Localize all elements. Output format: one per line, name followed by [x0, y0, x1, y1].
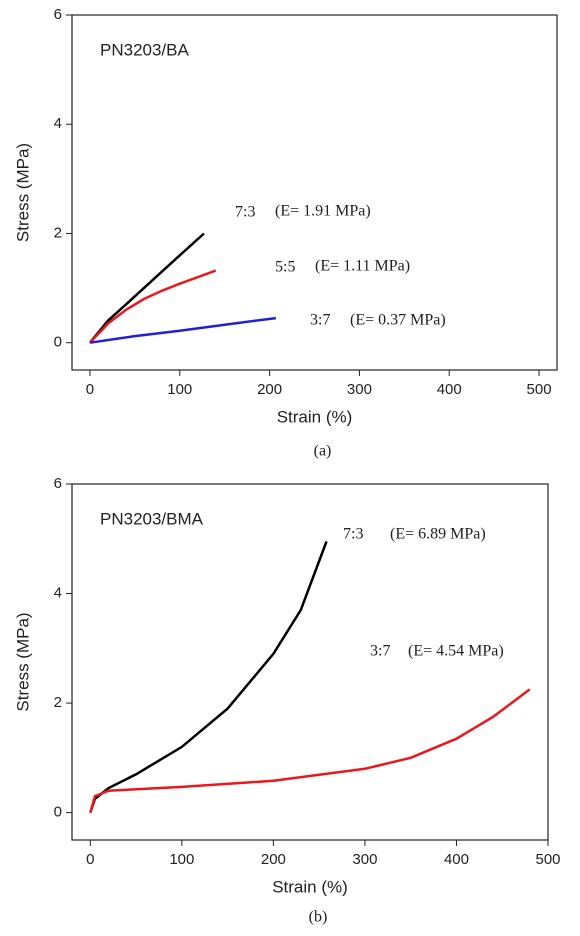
series-annotation: (E= 4.54 MPa) [408, 643, 504, 660]
x-tick-label: 300 [347, 381, 372, 398]
series-line [89, 232, 205, 344]
y-tick-label: 4 [54, 585, 62, 602]
series-name: 7:3 [235, 204, 255, 221]
series-annotation: (E= 1.11 MPa) [315, 258, 410, 275]
x-axis-label: Strain (%) [277, 407, 353, 426]
series-line [89, 541, 328, 813]
panel-label: PN3203/BMA [100, 509, 204, 528]
plot-frame [71, 14, 558, 371]
x-tick-label: 400 [444, 851, 469, 868]
series-name: 3:7 [370, 643, 390, 660]
x-tick-label: 500 [535, 851, 560, 868]
x-tick-label: 200 [257, 381, 282, 398]
series-annotation: (E= 1.91 MPa) [275, 203, 371, 220]
y-tick-label: 2 [54, 224, 62, 241]
series-line [89, 316, 277, 344]
series-name: 5:5 [275, 259, 295, 276]
y-tick-label: 0 [54, 804, 62, 821]
y-axis-label: Stress (MPa) [13, 612, 32, 711]
plot-frame [71, 483, 549, 841]
x-tick-label: 100 [169, 851, 194, 868]
y-tick-label: 4 [54, 115, 62, 132]
series-line [89, 688, 531, 813]
y-tick-label: 6 [54, 6, 62, 23]
x-tick-label: 300 [352, 851, 377, 868]
series-name: 3:7 [310, 312, 330, 329]
caption: (b) [309, 909, 328, 926]
y-tick-label: 6 [54, 475, 62, 492]
caption: (a) [314, 443, 332, 460]
y-axis-label: Stress (MPa) [13, 143, 32, 242]
x-axis-label: Strain (%) [272, 877, 348, 896]
x-tick-label: 0 [86, 381, 94, 398]
series-annotation: (E= 6.89 MPa) [390, 526, 486, 543]
x-tick-label: 200 [261, 851, 286, 868]
x-tick-label: 0 [86, 851, 94, 868]
series-name: 7:3 [343, 526, 363, 543]
series-annotation: (E= 0.37 MPa) [350, 312, 446, 329]
x-tick-label: 100 [167, 381, 192, 398]
panel-label: PN3203/BA [100, 40, 189, 59]
x-tick-label: 500 [527, 381, 552, 398]
series-line [89, 269, 217, 344]
y-tick-label: 0 [54, 334, 62, 351]
x-tick-label: 400 [437, 381, 462, 398]
y-tick-label: 2 [54, 694, 62, 711]
